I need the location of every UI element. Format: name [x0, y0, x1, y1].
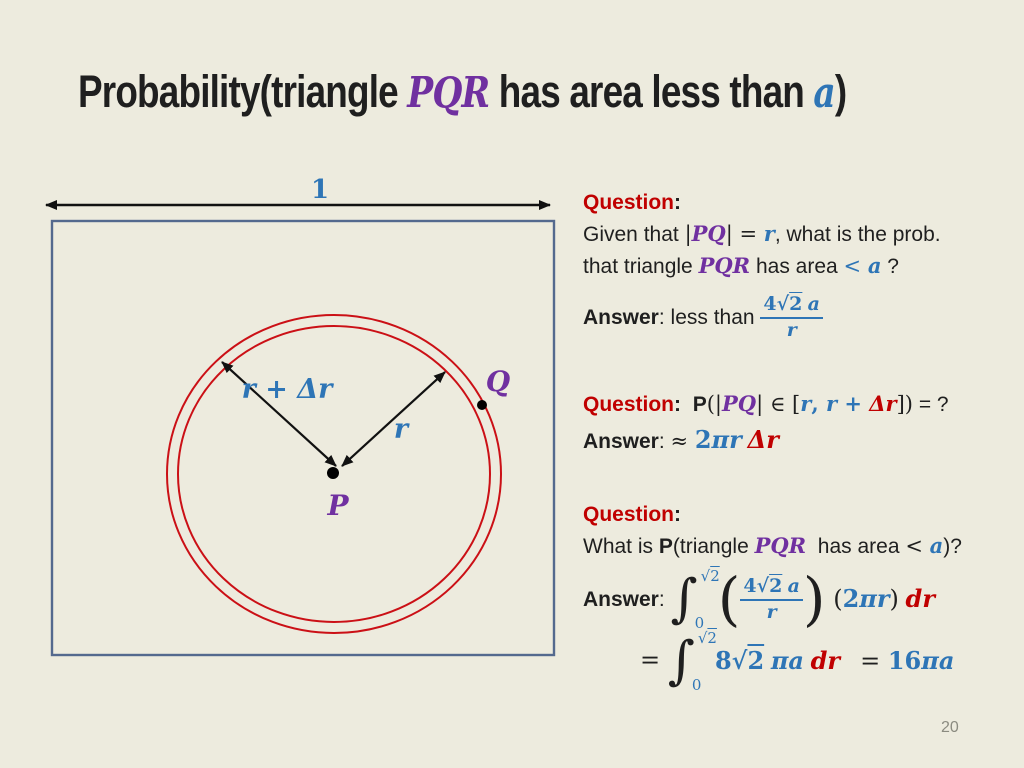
answer-1-fraction: 4√2 a r [760, 293, 823, 342]
geometry-diagram: 1 r + Δr r P Q [45, 175, 556, 657]
integral-2-limits: √2 0 [692, 629, 717, 693]
fraction-denominator: r [786, 319, 797, 341]
fraction-numerator: 4√2 a [740, 575, 803, 601]
integral-1-lower: 0 [694, 614, 705, 632]
integral-2-lower: 0 [691, 676, 702, 694]
unit-width-label: 1 [311, 175, 329, 205]
answer-3-tail: (2πr) dr [825, 583, 935, 613]
question-3-line: What is P(triangle PQR has area < a)? [583, 533, 962, 558]
answer-3-line-1: Answer: ∫ √2 0 ( 4√2 a r ) (2πr) dr [583, 565, 935, 633]
answer-3-line-2: = ∫ √2 0 8√2 πa dr = 16πa [640, 629, 955, 693]
inner-circle [177, 325, 491, 623]
question-3-heading: Question: [583, 503, 682, 526]
right-paren: ) [802, 565, 826, 633]
integral-sign: ∫ [667, 631, 695, 691]
answer-2: Answer: ≈ 2πr Δr [583, 424, 779, 457]
integral-2: ∫ √2 0 [667, 629, 717, 693]
answer-1-prefix: Answer: less than [583, 306, 761, 329]
question-1-line-2: that triangle PQR has area < a ? [583, 253, 899, 278]
point-p-dot [327, 467, 339, 479]
integral-sign: ∫ [670, 569, 698, 629]
integral-1: ∫ √2 0 [670, 567, 720, 631]
question-2-line: Question: P(|PQ| ∈ [r, r + Δr]) = ? [583, 391, 949, 416]
radius-arrow-r [341, 371, 446, 467]
integral-1-upper: √2 [700, 567, 720, 585]
answer-1: Answer: less than 4√2 a r [583, 293, 823, 342]
page-number: 20 [941, 719, 959, 736]
answer-2-line: Answer: ≈ 2πr Δr [583, 425, 779, 454]
integral-1-limits: √2 0 [695, 567, 720, 631]
question-1-heading: Question: [583, 191, 682, 214]
question-3: Question: What is P(triangle PQR has are… [583, 499, 962, 562]
slide-title: Probability(triangle PQR has area less t… [78, 66, 847, 117]
label-p: P [326, 489, 349, 522]
label-r-plus-dr: r + Δr [242, 374, 335, 405]
question-1-line-1: Given that |PQ| = r, what is the prob. [583, 221, 941, 246]
radius-arrow-r-plus-dr [221, 361, 337, 467]
question-1: Question: Given that |PQ| = r, what is t… [583, 187, 941, 282]
answer-3-fraction: 4√2 a r [740, 575, 803, 624]
fraction-denominator: r [766, 600, 777, 623]
label-r: r [394, 414, 410, 445]
point-q-dot [477, 400, 487, 410]
left-paren: ( [717, 565, 741, 633]
fraction-numerator: 4√2 a [760, 293, 823, 319]
answer-3-prefix: Answer: [583, 587, 671, 611]
label-q: Q [486, 365, 510, 398]
question-2: Question: P(|PQ| ∈ [r, r + Δr]) = ? [583, 388, 949, 420]
unit-square [50, 219, 556, 657]
equals-sign: = [640, 646, 668, 674]
answer-3-result: 8√2 πa dr = 16πa [714, 645, 955, 675]
integral-2-upper: √2 [697, 629, 717, 647]
outer-circle [166, 314, 502, 634]
